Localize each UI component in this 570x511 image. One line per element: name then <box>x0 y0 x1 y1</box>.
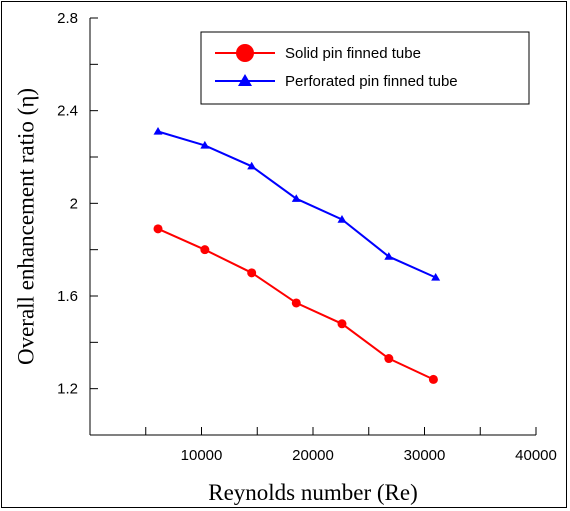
data-point <box>337 319 347 329</box>
legend-marker-solid <box>236 44 254 62</box>
legend-marker-perforated <box>238 74 252 86</box>
data-point <box>247 161 257 170</box>
y-tick-label: 2.4 <box>57 103 78 120</box>
series-solid <box>153 224 438 384</box>
data-point <box>291 298 301 308</box>
y-tick-label: 2.8 <box>57 10 78 27</box>
series-line <box>157 130 437 279</box>
tick-marks <box>89 17 537 436</box>
y-tick-label: 1.2 <box>57 381 78 398</box>
legend-entry-solid: Solid pin finned tube <box>215 44 421 62</box>
data-point <box>153 224 163 234</box>
series-perforated <box>153 127 441 281</box>
data-point <box>200 245 210 255</box>
series-layer <box>153 127 441 384</box>
data-point <box>428 374 438 384</box>
data-point <box>384 354 394 364</box>
data-point <box>291 194 301 202</box>
y-tick-label: 1.6 <box>57 288 78 305</box>
data-point <box>200 140 210 149</box>
x-tick-label: 10000 <box>181 447 223 464</box>
legend-entry-perforated: Perforated pin finned tube <box>215 73 458 90</box>
data-point <box>247 268 257 278</box>
x-tick-label: 40000 <box>515 447 557 464</box>
data-point <box>431 272 441 281</box>
y-axis-label: Overall enhancement ratio (η) <box>13 88 38 365</box>
x-tick-label: 30000 <box>404 447 446 464</box>
x-axis-label: Reynolds number (Re) <box>208 480 418 505</box>
legend-label-perforated: Perforated pin finned tube <box>285 73 458 90</box>
y-tick-label: 2 <box>70 195 78 212</box>
legend: Solid pin finned tube Perforated pin fin… <box>200 31 530 105</box>
x-tick-label: 20000 <box>292 447 334 464</box>
data-point <box>337 215 347 223</box>
tick-labels: 10000 20000 30000 40000 1.2 1.6 2 2.4 2.8 <box>57 10 557 464</box>
data-point <box>384 252 394 260</box>
legend-label-solid: Solid pin finned tube <box>285 45 421 62</box>
legend-box <box>200 31 530 105</box>
data-point <box>153 127 163 135</box>
